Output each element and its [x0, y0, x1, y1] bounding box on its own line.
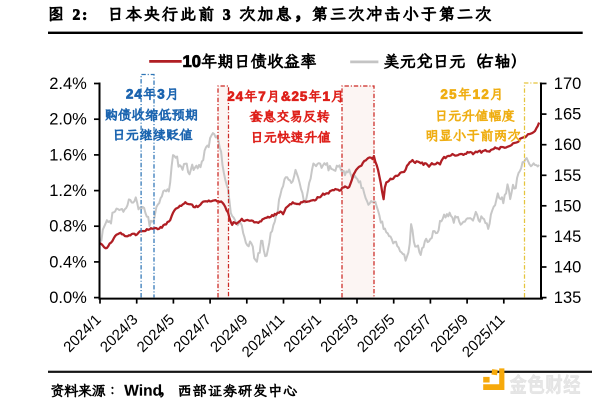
svg-text:165: 165 [554, 106, 582, 124]
svg-text:155: 155 [554, 167, 582, 185]
svg-text:0.4%: 0.4% [49, 253, 87, 271]
svg-text:145: 145 [554, 228, 582, 246]
svg-text:0.8%: 0.8% [49, 218, 87, 236]
svg-text:170: 170 [554, 75, 582, 93]
svg-text:160: 160 [554, 136, 582, 154]
svg-text:1.2%: 1.2% [49, 182, 87, 200]
svg-text:150: 150 [554, 197, 582, 215]
svg-text:2.0%: 2.0% [49, 111, 87, 129]
svg-text:135: 135 [554, 289, 582, 307]
svg-text:0.0%: 0.0% [49, 289, 87, 307]
svg-text:2.4%: 2.4% [49, 75, 87, 93]
svg-text:140: 140 [554, 259, 582, 277]
svg-text:1.6%: 1.6% [49, 146, 87, 164]
